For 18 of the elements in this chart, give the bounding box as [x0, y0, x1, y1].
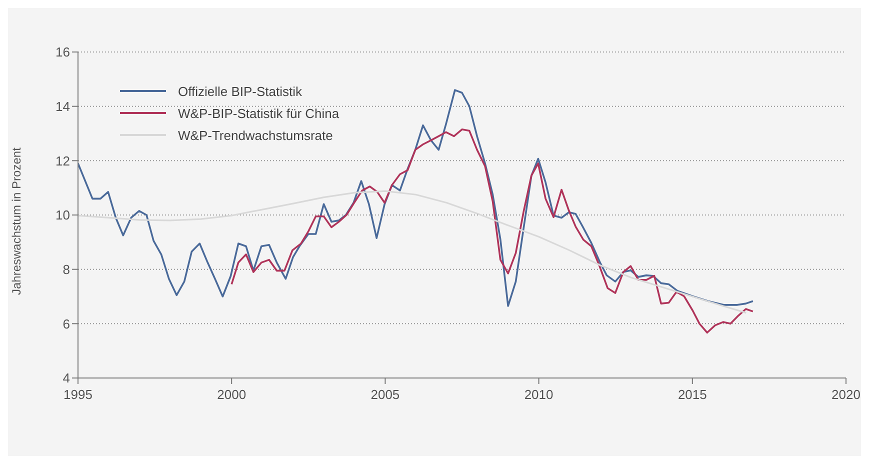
- x-tick-label: 2005: [370, 387, 400, 402]
- x-tick-label: 1995: [64, 387, 92, 402]
- x-tick-label: 2000: [217, 387, 246, 402]
- y-tick-label: 16: [56, 44, 70, 60]
- y-tick-label: 8: [62, 262, 70, 277]
- line-series: [78, 190, 747, 314]
- y-axis-title: Jahreswachstum in Prozent: [9, 146, 24, 295]
- y-tick-label: 6: [62, 316, 70, 332]
- y-tick-label: 14: [56, 98, 70, 114]
- x-tick-label: 2015: [678, 387, 707, 402]
- x-tick-label: 2010: [524, 387, 554, 402]
- legend-label: W&P-BIP-Statistik für China: [178, 106, 340, 120]
- legend-label: W&P-Trendwachstumsrate: [178, 128, 333, 142]
- x-tick-label: 2020: [832, 387, 860, 402]
- y-tick-label: 10: [56, 208, 70, 223]
- y-tick-label: 12: [56, 153, 70, 168]
- legend-label: Offizielle BIP-Statistik: [178, 84, 302, 98]
- y-tick-label: 4: [62, 370, 70, 386]
